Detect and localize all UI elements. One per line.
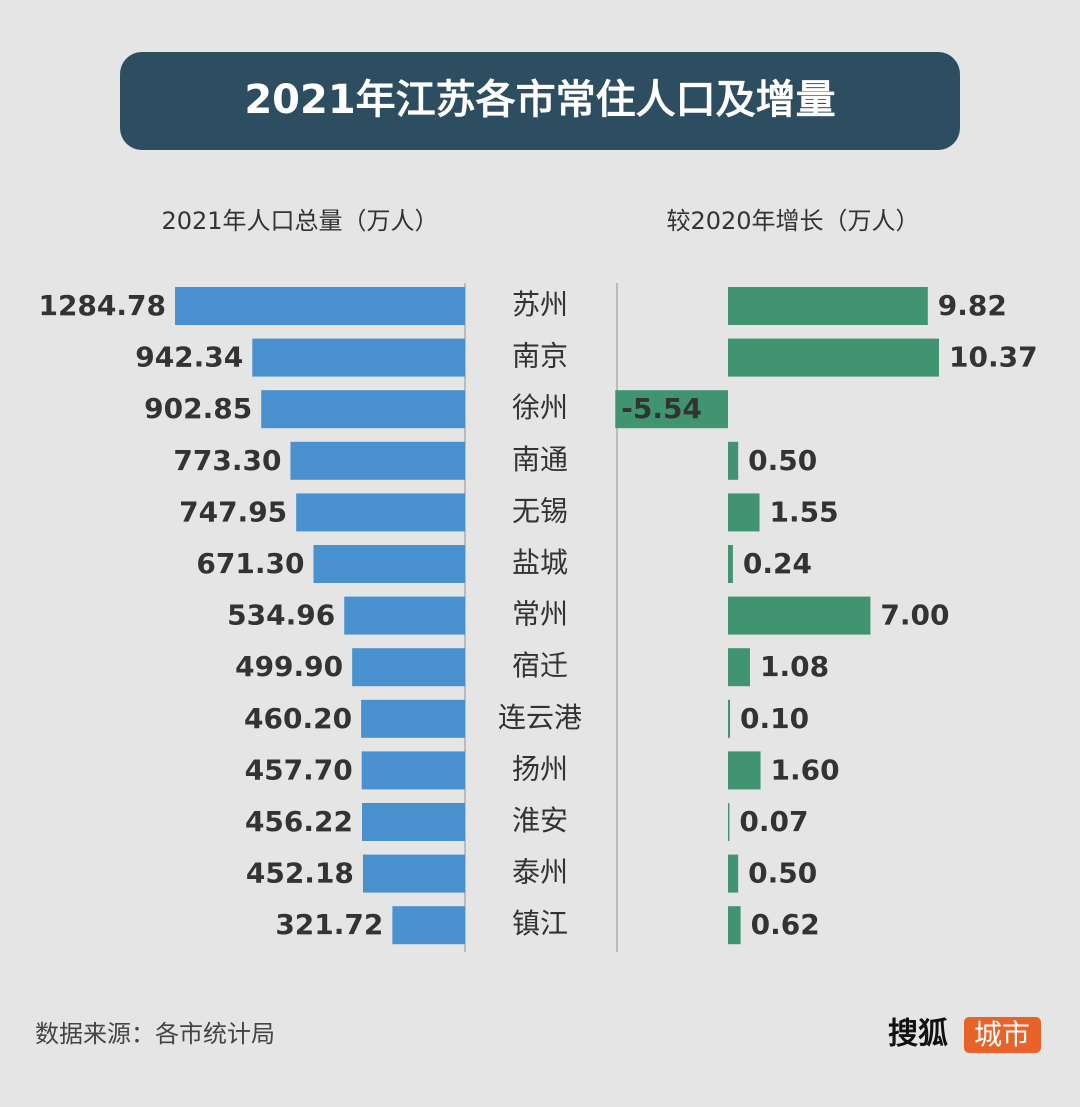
value-label: 773.30 — [173, 444, 281, 477]
category-label: 苏州 — [512, 288, 568, 321]
bar — [175, 287, 465, 325]
bar — [261, 390, 465, 429]
value-label: 0.24 — [743, 547, 812, 580]
bar — [728, 545, 733, 583]
category-label: 淮安 — [512, 804, 568, 837]
left-subtitle: 2021年人口总量（万人） — [161, 207, 438, 235]
bar — [313, 545, 465, 583]
bar — [392, 906, 465, 945]
category-label: 无锡 — [512, 494, 568, 527]
value-label: 321.72 — [275, 908, 383, 941]
value-label: 534.96 — [227, 599, 335, 632]
chart-title: 2021年江苏各市常住人口及增量 — [244, 77, 835, 123]
bar — [252, 338, 465, 377]
category-label: 宿迁 — [512, 649, 568, 682]
bar — [362, 854, 465, 893]
bar — [728, 854, 739, 893]
value-label: 747.95 — [179, 495, 287, 528]
value-label: 457.70 — [245, 753, 353, 786]
value-label: 0.07 — [739, 805, 808, 838]
value-label: 452.18 — [246, 857, 354, 890]
value-label: 10.37 — [949, 341, 1038, 374]
bar — [728, 648, 750, 687]
bar — [728, 493, 760, 532]
category-label: 徐州 — [512, 391, 568, 424]
bar — [296, 493, 465, 532]
value-label: 460.20 — [244, 702, 352, 735]
category-label: 镇江 — [512, 907, 568, 940]
value-label: 1284.78 — [38, 289, 166, 322]
value-label: 456.22 — [245, 805, 353, 838]
title-box — [120, 52, 960, 150]
bar — [361, 699, 465, 738]
value-label: 1.08 — [760, 650, 829, 683]
category-label: 常州 — [512, 598, 568, 631]
bar — [728, 338, 939, 377]
value-label: 0.50 — [748, 857, 817, 890]
category-label: 南通 — [512, 443, 568, 476]
category-label: 盐城 — [512, 546, 568, 579]
bar — [361, 751, 465, 790]
right-subtitle: 较2020年增长（万人） — [666, 207, 919, 235]
bar — [728, 596, 871, 635]
bar — [728, 906, 741, 945]
category-label: 扬州 — [512, 752, 568, 785]
value-label: 7.00 — [880, 599, 949, 632]
category-label: 南京 — [512, 340, 568, 373]
category-label: 泰州 — [512, 856, 568, 889]
bar — [615, 390, 728, 429]
value-label: 671.30 — [196, 547, 304, 580]
logo-tag: 城市 — [974, 1018, 1030, 1051]
value-label: -5.54 — [621, 392, 702, 425]
value-label: 499.90 — [235, 650, 343, 683]
bar — [344, 596, 465, 635]
value-label: 0.62 — [751, 908, 820, 941]
bar — [728, 287, 928, 325]
value-label: 9.82 — [938, 289, 1007, 322]
bar — [352, 648, 465, 687]
value-label: 942.34 — [135, 341, 243, 374]
category-label: 连云港 — [498, 701, 582, 734]
bar — [362, 803, 465, 841]
bar — [728, 441, 739, 480]
logo-tag-box — [964, 1017, 1041, 1053]
bar — [728, 699, 731, 738]
value-label: 1.55 — [770, 495, 839, 528]
value-label: 0.10 — [740, 702, 809, 735]
bar — [728, 751, 761, 790]
source: 数据来源：各市统计局 — [35, 1020, 275, 1048]
logo-brand: 搜狐 — [888, 1017, 948, 1052]
value-label: 902.85 — [144, 392, 252, 425]
value-label: 1.60 — [771, 753, 840, 786]
bar — [290, 441, 465, 480]
value-label: 0.50 — [748, 444, 817, 477]
bar — [728, 803, 730, 841]
